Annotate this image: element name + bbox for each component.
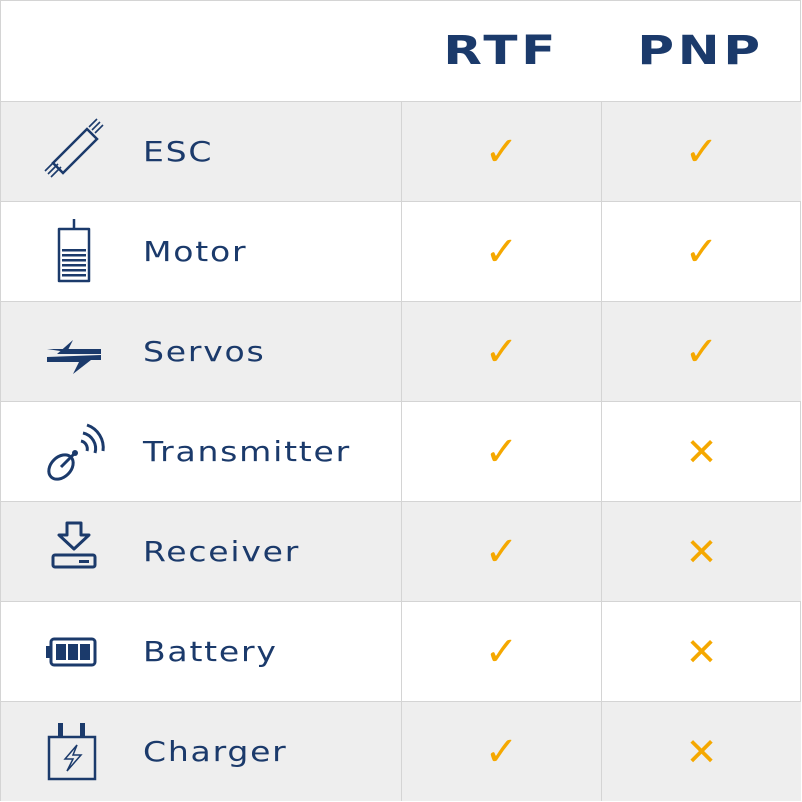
table-row: Charger ✓ ✕ xyxy=(1,701,801,801)
motor-icon xyxy=(39,217,109,287)
table-row: Motor ✓ ✓ xyxy=(1,201,801,301)
check-icon: ✓ xyxy=(484,128,519,175)
battery-icon xyxy=(39,617,109,687)
check-icon: ✓ xyxy=(684,328,719,375)
row-label-receiver: Receiver xyxy=(143,535,301,568)
check-icon: ✓ xyxy=(484,528,519,575)
cross-icon: ✕ xyxy=(685,729,718,774)
table-row: Servos ✓ ✓ xyxy=(1,301,801,401)
check-icon: ✓ xyxy=(484,728,519,775)
row-label-transmitter: Transmitter xyxy=(143,435,351,468)
cross-icon: ✕ xyxy=(685,529,718,574)
table-row: Receiver ✓ ✕ xyxy=(1,501,801,601)
table-row: ESC ✓ ✓ xyxy=(1,101,801,201)
row-label-battery: Battery xyxy=(143,635,278,668)
servos-icon xyxy=(39,317,109,387)
cross-icon: ✕ xyxy=(685,429,718,474)
row-label-charger: Charger xyxy=(143,735,288,768)
check-icon: ✓ xyxy=(484,428,519,475)
row-label-servos: Servos xyxy=(143,335,266,368)
transmitter-icon xyxy=(39,417,109,487)
row-label-esc: ESC xyxy=(143,135,214,168)
receiver-icon xyxy=(39,517,109,587)
check-icon: ✓ xyxy=(484,228,519,275)
table-row: Transmitter ✓ ✕ xyxy=(1,401,801,501)
row-label-motor: Motor xyxy=(143,235,248,268)
header-rtf: RTF xyxy=(443,28,559,74)
table-header: RTF PNP xyxy=(1,1,801,101)
esc-icon xyxy=(39,117,109,187)
check-icon: ✓ xyxy=(684,228,719,275)
header-pnp: PNP xyxy=(637,28,765,74)
check-icon: ✓ xyxy=(484,328,519,375)
check-icon: ✓ xyxy=(484,628,519,675)
cross-icon: ✕ xyxy=(685,629,718,674)
charger-icon xyxy=(39,717,109,787)
table-row: Battery ✓ ✕ xyxy=(1,601,801,701)
check-icon: ✓ xyxy=(684,128,719,175)
